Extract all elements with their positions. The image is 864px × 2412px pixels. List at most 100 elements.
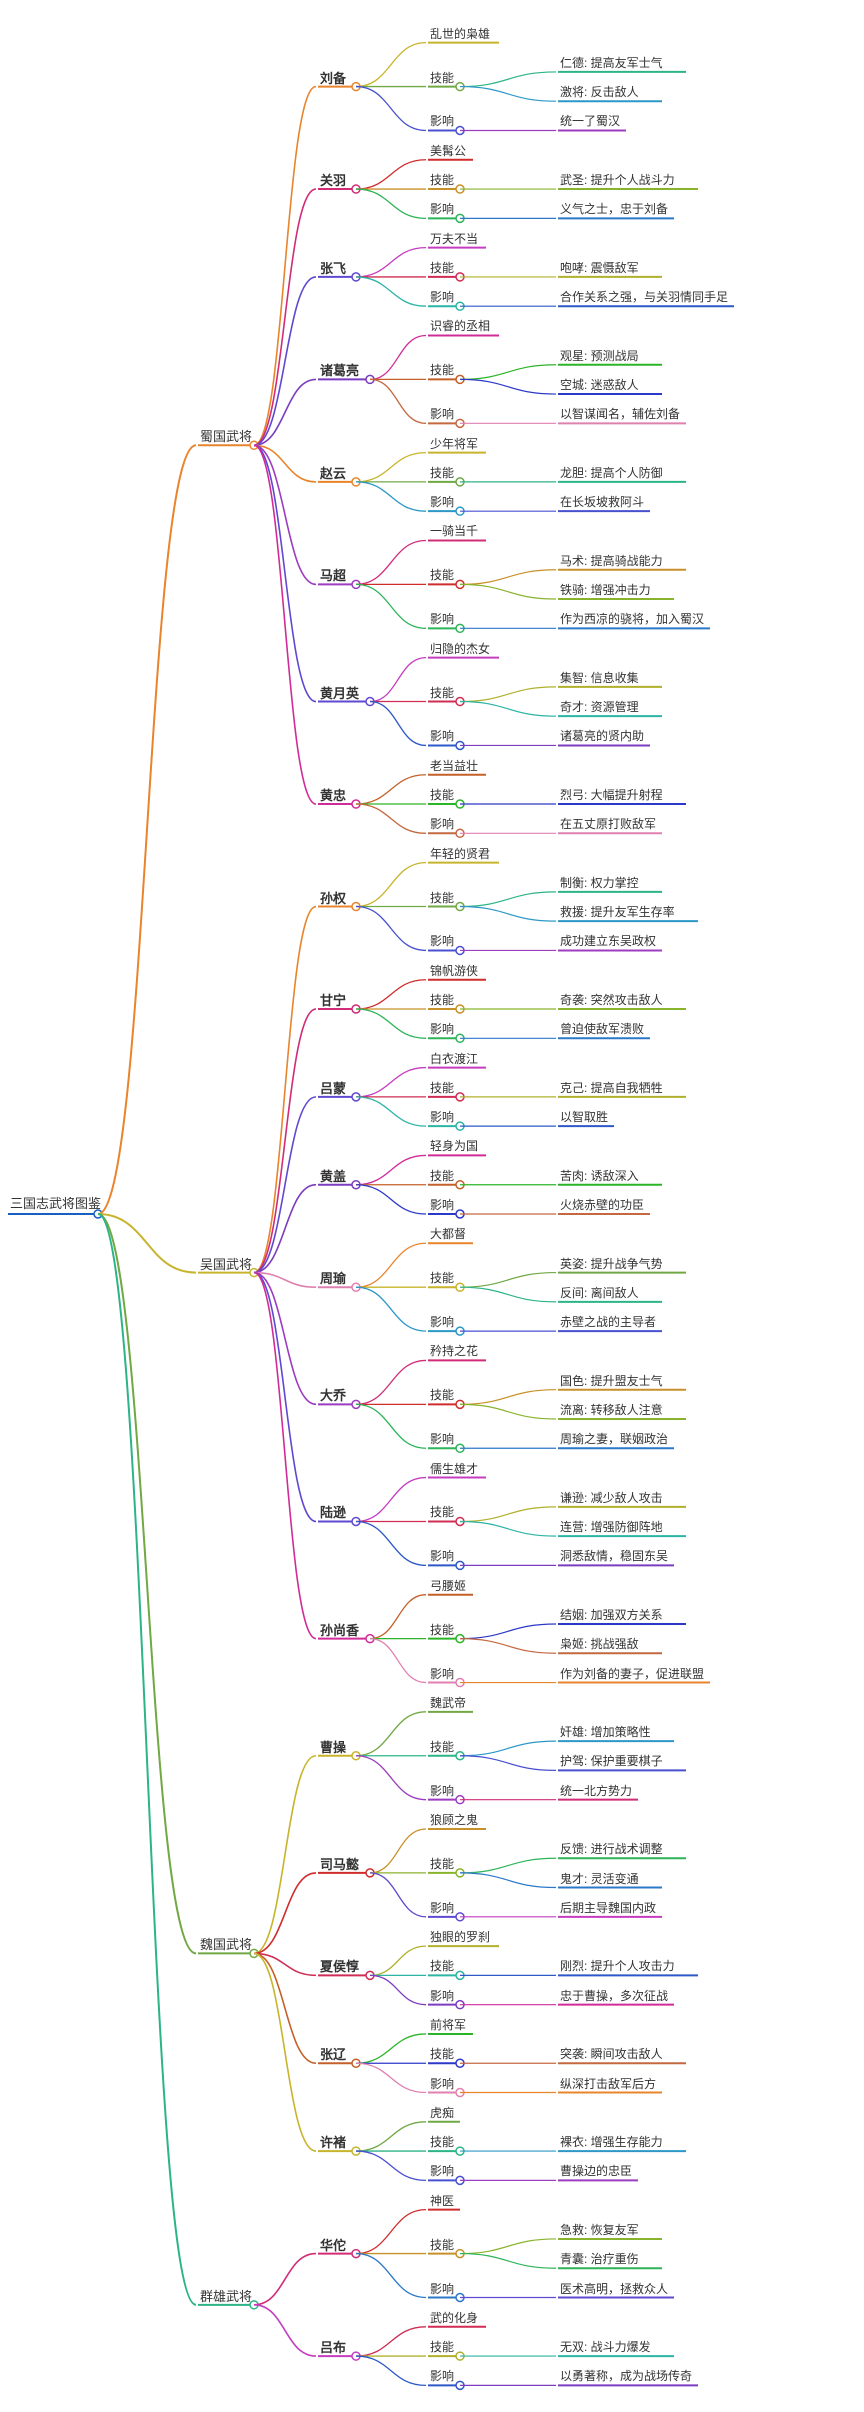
leaf-1-4-1-1: 反间: 离间敌人 xyxy=(560,1287,639,1299)
leaf-2-0-1-0: 奸雄: 增加策略性 xyxy=(560,1726,651,1738)
leaf-1-2-1-0: 克己: 提高自我牺牲 xyxy=(560,1082,663,1094)
attr-1-7-1: 技能 xyxy=(430,1624,454,1636)
leaf-0-3-2-0: 以智谋闻名，辅佐刘备 xyxy=(560,408,680,420)
attr-1-4-1: 技能 xyxy=(430,1272,454,1284)
attr-1-4-0: 大都督 xyxy=(430,1228,466,1240)
general-1-0: 孙权 xyxy=(320,892,346,905)
attr-0-1-2: 影响 xyxy=(430,203,454,215)
leaf-1-5-1-0: 国色: 提升盟友士气 xyxy=(560,1375,663,1387)
leaf-2-4-2-0: 曹操边的忠臣 xyxy=(560,2165,632,2177)
general-3-1: 吕布 xyxy=(320,2341,346,2354)
leaf-1-4-2-0: 赤壁之战的主导者 xyxy=(560,1316,656,1328)
attr-0-3-2: 影响 xyxy=(430,408,454,420)
attr-0-1-0: 美髯公 xyxy=(430,145,466,157)
leaf-2-0-1-1: 护驾: 保护重要棋子 xyxy=(560,1755,663,1767)
attr-1-6-0: 儒生雄才 xyxy=(430,1463,478,1475)
attr-2-1-1: 技能 xyxy=(430,1858,454,1870)
general-1-5: 大乔 xyxy=(320,1389,346,1402)
general-1-6: 陆逊 xyxy=(320,1506,346,1519)
attr-0-3-0: 识睿的丞相 xyxy=(430,320,490,332)
attr-0-2-0: 万夫不当 xyxy=(430,233,478,245)
attr-2-3-0: 前将军 xyxy=(430,2019,466,2031)
leaf-0-2-2-0: 合作关系之强，与关羽情同手足 xyxy=(560,291,728,303)
general-1-4: 周瑜 xyxy=(320,1272,346,1285)
attr-1-0-0: 年轻的贤君 xyxy=(430,848,490,860)
leaf-1-6-1-0: 谦逊: 减少敌人攻击 xyxy=(560,1492,663,1504)
leaf-2-2-1-0: 刚烈: 提升个人攻击力 xyxy=(560,1960,675,1972)
attr-3-0-2: 影响 xyxy=(430,2283,454,2295)
attr-1-7-0: 弓腰姬 xyxy=(430,1580,466,1592)
faction-2: 魏国武将 xyxy=(200,1938,252,1951)
attr-2-0-1: 技能 xyxy=(430,1741,454,1753)
attr-1-2-2: 影响 xyxy=(430,1111,454,1123)
attr-0-6-1: 技能 xyxy=(430,687,454,699)
leaf-2-2-2-0: 忠于曹操，多次征战 xyxy=(560,1990,668,2002)
attr-1-0-2: 影响 xyxy=(430,935,454,947)
leaf-3-0-1-1: 青囊: 治疗重伤 xyxy=(560,2253,639,2265)
leaf-3-1-1-0: 无双: 战斗力爆发 xyxy=(560,2341,651,2353)
general-0-1: 关羽 xyxy=(320,174,346,187)
leaf-0-7-1-0: 烈弓: 大幅提升射程 xyxy=(560,789,663,801)
general-1-2: 吕蒙 xyxy=(320,1082,346,1095)
leaf-0-6-1-1: 奇才: 资源管理 xyxy=(560,701,639,713)
attr-0-6-0: 归隐的杰女 xyxy=(430,643,490,655)
general-2-3: 张辽 xyxy=(320,2048,346,2061)
general-1-7: 孙尚香 xyxy=(320,1624,359,1637)
leaf-3-0-2-0: 医术高明，拯救众人 xyxy=(560,2283,668,2295)
leaf-0-0-1-1: 激将: 反击敌人 xyxy=(560,86,639,98)
general-2-2: 夏侯惇 xyxy=(320,1960,359,1973)
leaf-1-5-2-0: 周瑜之妻，联姻政治 xyxy=(560,1433,668,1445)
attr-2-3-2: 影响 xyxy=(430,2078,454,2090)
attr-0-0-2: 影响 xyxy=(430,115,454,127)
leaf-3-1-2-0: 以勇著称，成为战场传奇 xyxy=(560,2370,692,2382)
leaf-0-4-2-0: 在长坂坡救阿斗 xyxy=(560,496,644,508)
general-0-4: 赵云 xyxy=(320,467,346,480)
attr-2-2-1: 技能 xyxy=(430,1960,454,1972)
leaf-0-7-2-0: 在五丈原打败敌军 xyxy=(560,818,656,830)
attr-0-2-1: 技能 xyxy=(430,262,454,274)
leaf-1-2-2-0: 以智取胜 xyxy=(560,1111,608,1123)
leaf-2-0-2-0: 统一北方势力 xyxy=(560,1785,632,1797)
attr-3-1-1: 技能 xyxy=(430,2341,454,2353)
general-2-0: 曹操 xyxy=(320,1741,346,1754)
attr-3-0-0: 神医 xyxy=(430,2195,454,2207)
attr-1-3-0: 轻身为国 xyxy=(430,1140,478,1152)
leaf-1-6-2-0: 洞悉敌情，稳固东吴 xyxy=(560,1550,668,1562)
leaf-1-7-2-0: 作为刘备的妻子，促进联盟 xyxy=(560,1668,704,1680)
leaf-2-1-2-0: 后期主导魏国内政 xyxy=(560,1902,656,1914)
leaf-1-7-1-0: 结姻: 加强双方关系 xyxy=(560,1609,663,1621)
attr-1-1-0: 锦帆游侠 xyxy=(430,965,478,977)
attr-1-1-2: 影响 xyxy=(430,1023,454,1035)
attr-2-1-2: 影响 xyxy=(430,1902,454,1914)
leaf-2-4-1-0: 裸衣: 增强生存能力 xyxy=(560,2136,663,2148)
leaf-1-1-2-0: 曾迫使敌军溃败 xyxy=(560,1023,644,1035)
leaf-1-0-1-1: 救援: 提升友军生存率 xyxy=(560,906,675,918)
attr-3-1-2: 影响 xyxy=(430,2370,454,2382)
general-2-4: 许褚 xyxy=(320,2136,346,2149)
general-0-6: 黄月英 xyxy=(320,687,359,700)
general-2-1: 司马懿 xyxy=(320,1858,359,1871)
general-0-5: 马超 xyxy=(320,569,346,582)
attr-1-0-1: 技能 xyxy=(430,892,454,904)
attr-1-3-1: 技能 xyxy=(430,1170,454,1182)
faction-3: 群雄武将 xyxy=(200,2290,252,2303)
attr-1-2-1: 技能 xyxy=(430,1082,454,1094)
attr-1-7-2: 影响 xyxy=(430,1668,454,1680)
attr-0-7-2: 影响 xyxy=(430,818,454,830)
faction-1: 吴国武将 xyxy=(200,1258,252,1271)
attr-2-0-0: 魏武帝 xyxy=(430,1697,466,1709)
attr-3-0-1: 技能 xyxy=(430,2239,454,2251)
leaf-0-5-1-0: 马术: 提高骑战能力 xyxy=(560,555,663,567)
leaf-0-5-2-0: 作为西凉的骁将，加入蜀汉 xyxy=(560,613,704,625)
leaf-2-3-1-0: 突袭: 瞬间攻击敌人 xyxy=(560,2048,663,2060)
attr-3-1-0: 武的化身 xyxy=(430,2312,478,2324)
leaf-1-1-1-0: 奇袭: 突然攻击敌人 xyxy=(560,994,663,1006)
leaf-1-3-2-0: 火烧赤壁的功臣 xyxy=(560,1199,644,1211)
attr-1-5-0: 矜持之花 xyxy=(430,1345,478,1357)
general-1-1: 甘宁 xyxy=(320,994,346,1007)
leaf-0-2-1-0: 咆哮: 震慑敌军 xyxy=(560,262,639,274)
attr-0-4-0: 少年将军 xyxy=(430,438,478,450)
attr-1-4-2: 影响 xyxy=(430,1316,454,1328)
attr-2-3-1: 技能 xyxy=(430,2048,454,2060)
attr-1-6-1: 技能 xyxy=(430,1506,454,1518)
